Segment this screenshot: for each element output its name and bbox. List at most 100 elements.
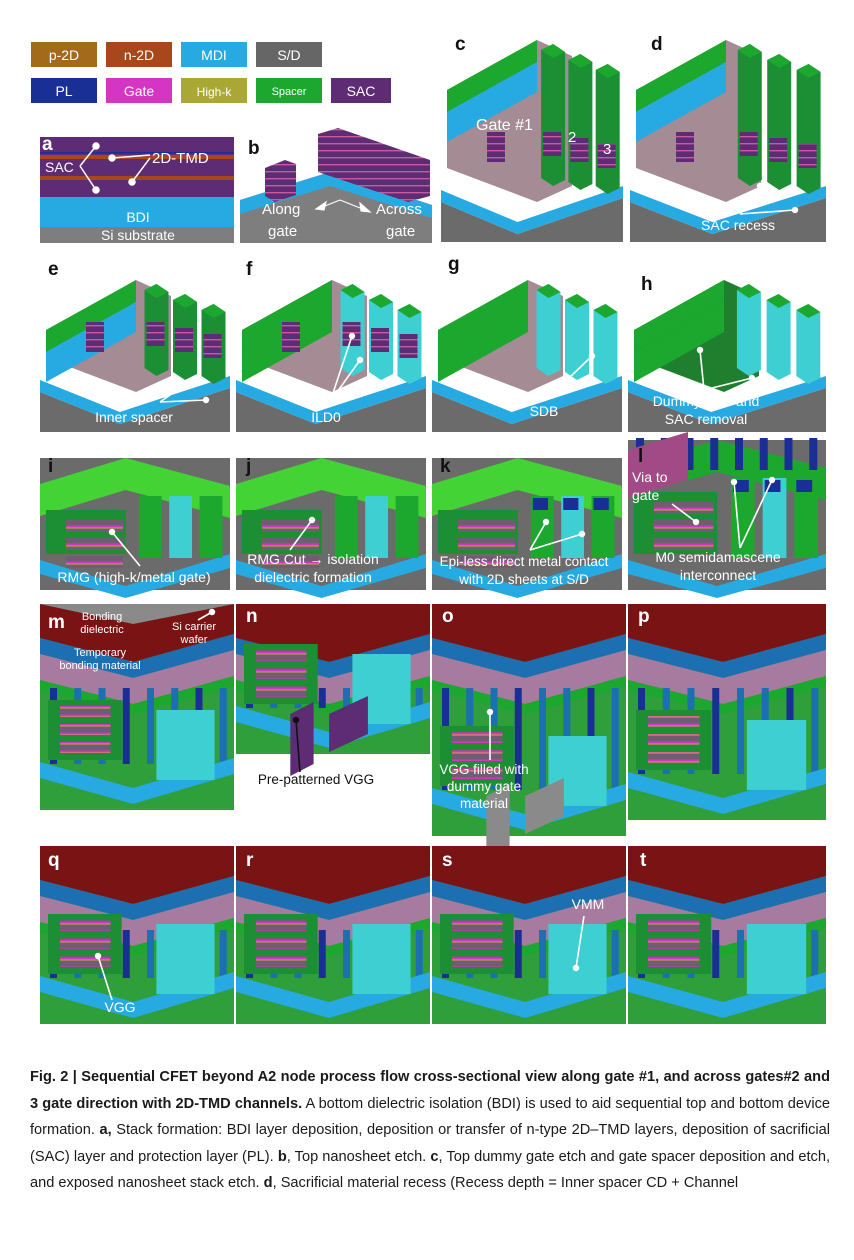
column	[811, 930, 818, 978]
pointer-dot	[757, 183, 763, 189]
pointer-dot	[203, 397, 209, 403]
pointer-dot	[543, 519, 549, 525]
via-gate-label: gate	[632, 487, 659, 503]
panel-letter: a	[42, 134, 53, 155]
epi-less-label: Epi-less direct metal contact	[440, 554, 609, 569]
along-label: Along	[262, 201, 300, 218]
legend: p-2D n-2D MDI S/D PL Gate High-k Spacer	[31, 42, 391, 103]
rmg-stack	[648, 716, 699, 727]
column	[539, 688, 546, 790]
panel-letter: m	[48, 612, 65, 633]
isolation-label: dielectric formation	[254, 569, 372, 585]
panel-letter: e	[48, 259, 59, 280]
legend-item-p-2d: p-2D	[31, 42, 97, 67]
legend-label: Spacer	[272, 86, 307, 98]
column	[343, 930, 350, 978]
pointer-dot	[293, 717, 299, 723]
gate3-label: 3	[603, 141, 611, 158]
column	[123, 930, 130, 978]
panel-letter: t	[640, 850, 647, 871]
material-label: material	[460, 796, 508, 811]
rmg-stack	[648, 956, 699, 967]
rmg-stack	[60, 920, 110, 931]
column	[712, 688, 719, 774]
legend-item-sd: S/D	[256, 42, 322, 67]
process-flow-figure: p-2D n-2D MDI S/D PL Gate High-k Spacer	[0, 0, 854, 1050]
m0-line	[760, 438, 768, 470]
pointer-dot	[183, 381, 189, 387]
top-nanosheet-stack	[265, 160, 296, 202]
pointer-dot	[309, 517, 315, 523]
pointer-dot	[487, 709, 493, 715]
column	[539, 930, 546, 978]
m0-line	[735, 438, 743, 470]
m0-line	[785, 438, 793, 470]
pointer-dot	[669, 377, 675, 383]
contact	[533, 498, 548, 510]
pointer-dot	[209, 609, 215, 615]
column	[612, 930, 619, 978]
rmg-stack	[452, 750, 502, 761]
panel-s-illustration	[432, 846, 626, 1024]
dielectric-label: dielectric	[80, 624, 124, 636]
legend-item-gate: Gate	[106, 78, 172, 103]
gate1-label: Gate #1	[476, 117, 533, 134]
rmg-stack	[60, 956, 110, 967]
rmg-stack	[458, 538, 515, 550]
column	[123, 688, 130, 764]
caption-a-label: a,	[99, 1122, 111, 1138]
rmg-stack	[66, 556, 123, 568]
fin	[200, 496, 223, 558]
gate-fin	[797, 64, 821, 194]
panel-letter: k	[440, 456, 451, 477]
panel-o-illustration	[432, 604, 626, 858]
column	[319, 688, 326, 708]
bonding-material-label: bonding material	[59, 660, 140, 672]
panel-p-annotations: p	[638, 606, 650, 627]
caption-b-text: , Top nanosheet etch.	[287, 1149, 431, 1165]
interconnect-label: interconnect	[680, 567, 756, 583]
nanosheet-stack	[400, 334, 418, 358]
m0-label: M0 semidamascene	[655, 549, 780, 565]
fin	[365, 496, 388, 558]
rmg-stack	[648, 938, 699, 949]
caption-d-label: d	[264, 1175, 273, 1191]
panel-letter: s	[442, 850, 453, 871]
panel-t-annotations: t	[640, 850, 647, 871]
fin-block	[352, 924, 410, 994]
nanosheet-stack	[740, 132, 758, 156]
pointer-dot	[792, 207, 798, 213]
fin	[139, 496, 162, 558]
across-label: Across	[376, 201, 422, 218]
panel-letter: n	[246, 606, 258, 627]
legend-label: MDI	[201, 47, 227, 63]
contact-label: with 2D sheets at S/D	[458, 572, 589, 587]
column	[220, 930, 227, 978]
panel-c-illustration	[441, 40, 623, 242]
panel-r-illustration	[236, 846, 430, 1024]
rmg-stack	[648, 734, 699, 745]
nanosheet-stack	[86, 322, 104, 352]
pointer-dot	[731, 479, 737, 485]
legend-label: SAC	[347, 83, 376, 99]
fin-block	[156, 924, 214, 994]
tmd-label: 2D-TMD	[152, 150, 209, 167]
rmg-stack	[256, 668, 306, 679]
legend-label: p-2D	[49, 47, 79, 63]
panel-b: b Along gate Across gate	[240, 128, 432, 243]
pointer-dot	[589, 353, 595, 359]
rmg-stack	[256, 920, 306, 931]
panel-letter: j	[245, 456, 251, 477]
bonding-label: Bonding	[82, 611, 122, 623]
legend-label: S/D	[277, 47, 300, 63]
inner-spacer-label: Inner spacer	[95, 409, 173, 425]
contact	[563, 498, 578, 510]
gate-fin	[541, 44, 565, 186]
panel-p-illustration	[628, 604, 826, 820]
legend-item-sac: SAC	[331, 78, 391, 103]
si-carrier-label: Si carrier	[172, 621, 216, 633]
fin	[335, 496, 358, 558]
rmg-stack	[452, 732, 502, 743]
pointer-dot	[573, 965, 579, 971]
panel-letter: q	[48, 850, 60, 871]
